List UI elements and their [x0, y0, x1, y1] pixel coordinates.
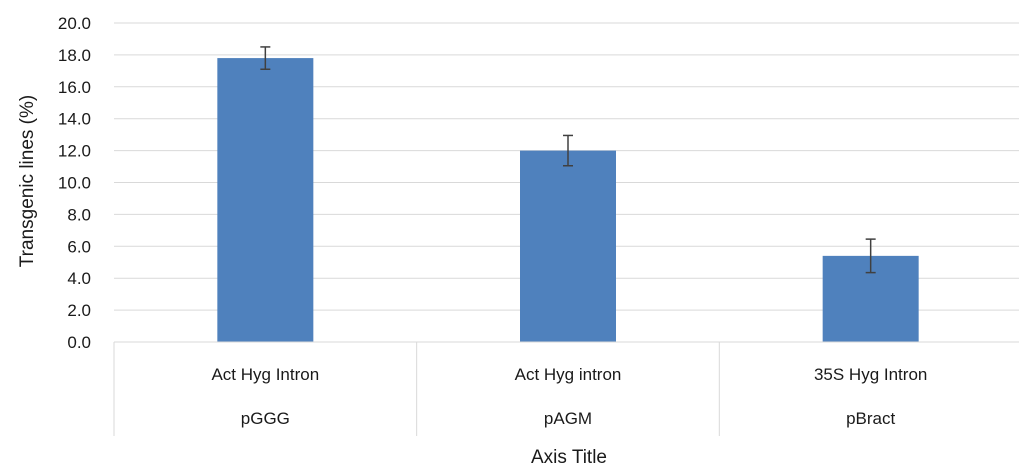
category-label: Act Hyg intron: [515, 365, 622, 384]
x-axis: Act Hyg Intron pGGG Act Hyg intron pAGM 35S …: [113, 341, 1019, 436]
y-tick-label: 6.0: [67, 237, 91, 256]
y-tick-label: 0.0: [67, 333, 91, 352]
group-label: pBract: [846, 409, 895, 428]
y-tick-label: 8.0: [67, 205, 91, 224]
bars: [217, 58, 919, 343]
y-tick-label: 20.0: [58, 14, 91, 33]
y-tick-label: 16.0: [58, 78, 91, 97]
group-label: pAGM: [544, 409, 592, 428]
group-label: pGGG: [241, 409, 290, 428]
error-bars: [260, 46, 876, 274]
y-tick-labels: 0.0 2.0 4.0 6.0 8.0 10.0 12.0 14.0 16.0 18.0 20.0: [58, 14, 91, 352]
x-axis-title: Axis Title: [531, 447, 607, 468]
category-label: 35S Hyg Intron: [814, 365, 927, 384]
y-axis-title: Transgenic lines (%): [17, 95, 38, 267]
y-tick-label: 10.0: [58, 174, 91, 193]
bar: [520, 150, 616, 342]
y-tick-label: 2.0: [67, 301, 91, 320]
y-tick-label: 14.0: [58, 110, 91, 129]
y-tick-label: 18.0: [58, 46, 91, 65]
y-tick-label: 12.0: [58, 142, 91, 161]
category-label: Act Hyg Intron: [211, 365, 319, 384]
y-tick-label: 4.0: [67, 269, 91, 288]
bar: [217, 58, 314, 343]
